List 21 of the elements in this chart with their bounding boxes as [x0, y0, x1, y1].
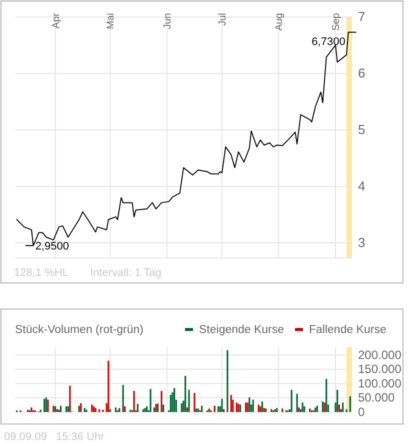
- y-tick-label: 0: [358, 405, 365, 419]
- annotation: 6,7300: [312, 36, 346, 48]
- y-tick-label: 6: [358, 65, 366, 80]
- y-tick-label: 100.000: [358, 376, 402, 390]
- x-tick-label: Sep: [331, 12, 342, 31]
- x-tick-label: Aug: [274, 13, 286, 31]
- annotation: 2,9500: [35, 240, 69, 253]
- y-tick-label: 150.000: [358, 362, 402, 376]
- y-tick-label: 50.000: [358, 390, 396, 405]
- legend-label: Fallende Kurse: [309, 324, 386, 336]
- x-tick-label: Apr: [50, 12, 62, 29]
- x-tick-label: Mai: [106, 13, 117, 30]
- legend-label: Steigende Kurse: [199, 324, 284, 336]
- y-tick-label: 200.000: [358, 348, 402, 362]
- chart-title: Stück-Volumen (rot-grün): [15, 324, 144, 336]
- y-tick-label: 5: [358, 122, 366, 137]
- y-tick-label: 4: [358, 178, 366, 194]
- y-tick-label: 7: [358, 9, 366, 24]
- y-tick-label: 3: [358, 234, 366, 250]
- x-tick-label: Jul: [217, 13, 228, 26]
- x-tick-label: Jun: [162, 13, 174, 30]
